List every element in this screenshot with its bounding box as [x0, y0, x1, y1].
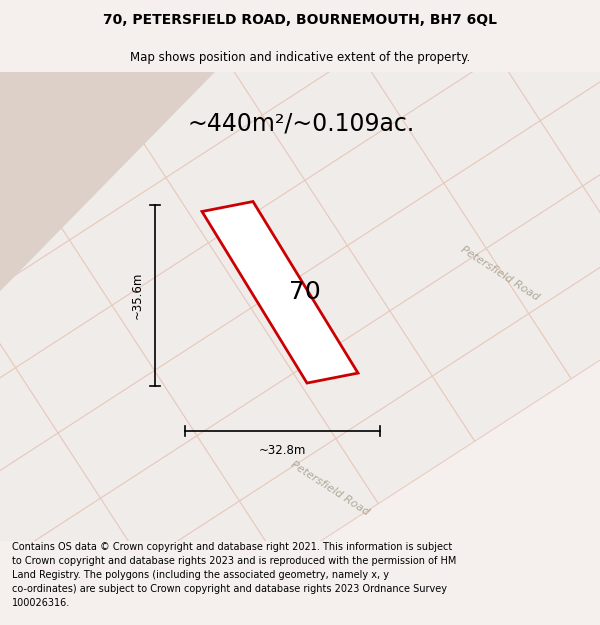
Polygon shape	[0, 496, 4, 623]
Polygon shape	[70, 177, 208, 305]
Polygon shape	[316, 0, 455, 52]
Text: Petersfield Road: Petersfield Road	[459, 244, 541, 302]
Polygon shape	[594, 0, 600, 58]
Polygon shape	[433, 314, 571, 441]
Polygon shape	[0, 175, 70, 302]
Polygon shape	[529, 251, 600, 379]
Polygon shape	[0, 368, 58, 496]
Polygon shape	[81, 0, 220, 112]
Polygon shape	[583, 123, 600, 251]
Polygon shape	[262, 52, 401, 180]
Polygon shape	[401, 55, 540, 183]
Polygon shape	[251, 246, 390, 373]
Polygon shape	[38, 0, 178, 47]
Polygon shape	[143, 501, 282, 625]
Polygon shape	[239, 438, 379, 566]
Polygon shape	[455, 0, 594, 55]
Polygon shape	[0, 0, 38, 44]
Polygon shape	[0, 561, 47, 625]
Polygon shape	[202, 201, 358, 383]
Polygon shape	[0, 72, 215, 291]
Polygon shape	[208, 180, 347, 308]
Polygon shape	[0, 240, 112, 368]
Polygon shape	[0, 109, 27, 237]
Polygon shape	[27, 112, 166, 240]
Polygon shape	[0, 302, 16, 430]
Polygon shape	[347, 183, 486, 311]
Polygon shape	[390, 248, 529, 376]
Polygon shape	[0, 433, 101, 561]
Polygon shape	[124, 50, 262, 177]
Text: ~35.6m: ~35.6m	[131, 272, 143, 319]
Text: ~440m²/~0.109ac.: ~440m²/~0.109ac.	[188, 112, 415, 136]
Polygon shape	[498, 0, 600, 121]
Polygon shape	[101, 436, 239, 563]
Text: Petersfield Road: Petersfield Road	[289, 459, 371, 518]
Text: ~32.8m: ~32.8m	[259, 444, 306, 458]
Polygon shape	[154, 308, 293, 436]
Polygon shape	[293, 311, 433, 438]
Text: 70: 70	[289, 280, 321, 304]
Text: Map shows position and indicative extent of the property.: Map shows position and indicative extent…	[130, 51, 470, 64]
Text: 70, PETERSFIELD ROAD, BOURNEMOUTH, BH7 6QL: 70, PETERSFIELD ROAD, BOURNEMOUTH, BH7 6…	[103, 13, 497, 27]
Polygon shape	[58, 371, 197, 498]
Polygon shape	[0, 0, 81, 109]
Polygon shape	[197, 373, 336, 501]
Polygon shape	[16, 305, 154, 433]
Polygon shape	[112, 242, 251, 371]
Polygon shape	[166, 115, 305, 242]
Polygon shape	[47, 563, 185, 625]
Polygon shape	[486, 186, 600, 314]
Polygon shape	[305, 118, 444, 246]
Polygon shape	[178, 0, 316, 50]
Polygon shape	[359, 0, 498, 118]
Text: Contains OS data © Crown copyright and database right 2021. This information is : Contains OS data © Crown copyright and d…	[12, 542, 457, 608]
Polygon shape	[540, 58, 600, 186]
Polygon shape	[0, 47, 124, 175]
Polygon shape	[4, 498, 143, 625]
Polygon shape	[220, 0, 359, 115]
Polygon shape	[444, 121, 583, 248]
Polygon shape	[336, 376, 475, 504]
